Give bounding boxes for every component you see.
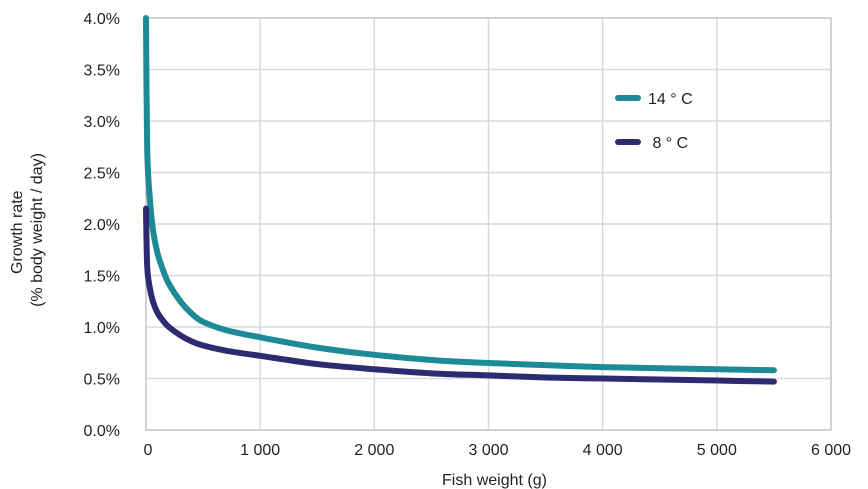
y-tick-label: 2.0%: [84, 217, 120, 234]
x-tick-label: 1 000: [240, 442, 280, 459]
x-axis-title: Fish weight (g): [442, 472, 547, 489]
y-tick-label: 3.5%: [84, 63, 120, 80]
y-tick-label: 1.5%: [84, 269, 120, 286]
y-axis-title-line-1: Growth rate: [9, 190, 26, 274]
y-axis-title: Growth rate (% body weight / day): [9, 153, 46, 307]
y-tick-label: 1.0%: [84, 320, 120, 337]
x-tick-label: 3 000: [468, 442, 508, 459]
x-tick-label: 2 000: [354, 442, 394, 459]
y-tick-label: 4.0%: [84, 11, 120, 28]
x-tick-label: 0: [144, 442, 153, 459]
legend-label: 14 ° C: [648, 91, 693, 108]
x-tick-label: 4 000: [583, 442, 623, 459]
x-tick-label: 6 000: [811, 442, 851, 459]
series-lines: [143, 15, 777, 385]
legend-label: 8 ° C: [648, 135, 688, 152]
legend: 14 ° C 8 ° C: [615, 91, 693, 152]
y-tick-label: 0.5%: [84, 372, 120, 389]
series-line-0: [143, 15, 777, 374]
y-tick-label: 2.5%: [84, 166, 120, 183]
x-tick-labels: 0 1 000 2 000 3 000 4 000 5 000 6 000: [144, 442, 852, 459]
y-tick-label: 3.0%: [84, 114, 120, 131]
y-tick-labels: 0.0% 0.5% 1.0% 1.5% 2.0% 2.5% 3.0% 3.5% 4.0%: [84, 11, 120, 440]
y-tick-label: 0.0%: [84, 423, 120, 440]
series-line-1: [143, 205, 777, 385]
x-tick-label: 5 000: [697, 442, 737, 459]
y-axis-title-line-2: (% body weight / day): [29, 153, 46, 307]
